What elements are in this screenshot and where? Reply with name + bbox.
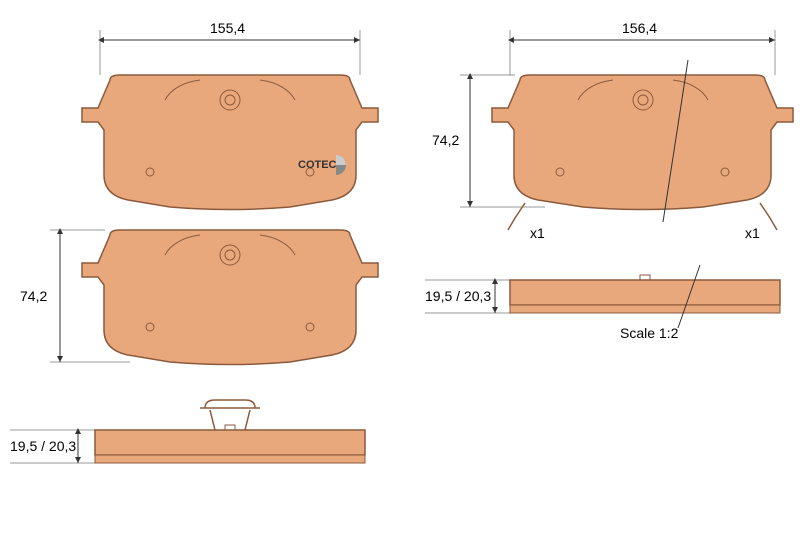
label-height-right: 74,2: [432, 132, 459, 148]
svg-text:COTEC: COTEC: [298, 159, 337, 171]
label-height-left: 74,2: [20, 288, 47, 304]
label-x1-right: x1: [745, 225, 760, 241]
dim-width-left: [100, 30, 360, 75]
technical-drawing: COTEC: [0, 0, 800, 533]
brake-pad-right: [492, 60, 793, 230]
brake-pad-top-left: COTEC: [82, 75, 378, 210]
dim-width-right: [510, 30, 775, 75]
label-thickness-left: 19,5 / 20,3: [10, 438, 76, 454]
side-view-right: [510, 265, 780, 328]
label-width-left: 155,4: [210, 20, 245, 36]
side-view-left: [95, 400, 365, 463]
label-width-right: 156,4: [622, 20, 657, 36]
brake-pad-middle-left: [82, 230, 378, 365]
label-thickness-right: 19,5 / 20,3: [425, 288, 491, 304]
label-x1-left: x1: [530, 225, 545, 241]
label-scale: Scale 1:2: [620, 325, 678, 341]
